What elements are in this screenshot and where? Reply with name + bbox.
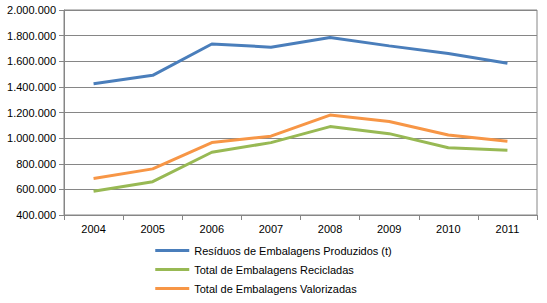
svg-text:400.000: 400.000 [16, 209, 56, 221]
svg-text:2006: 2006 [200, 223, 224, 235]
svg-text:2011: 2011 [496, 223, 520, 235]
svg-text:2005: 2005 [140, 223, 164, 235]
svg-text:800.000: 800.000 [16, 158, 56, 170]
svg-text:2008: 2008 [318, 223, 342, 235]
svg-text:1.800.000: 1.800.000 [7, 30, 56, 42]
svg-text:2010: 2010 [436, 223, 460, 235]
svg-text:1.000.000: 1.000.000 [7, 132, 56, 144]
svg-text:2004: 2004 [81, 223, 105, 235]
svg-text:1.200.000: 1.200.000 [7, 107, 56, 119]
svg-text:Total de Embalagens Valorizada: Total de Embalagens Valorizadas [194, 283, 357, 295]
svg-text:Total de Embalagens Recicladas: Total de Embalagens Recicladas [194, 264, 354, 276]
svg-text:2009: 2009 [377, 223, 401, 235]
svg-text:Resíduos de Embalagens Produzi: Resíduos de Embalagens Produzidos (t) [194, 245, 391, 257]
svg-text:2007: 2007 [259, 223, 283, 235]
svg-text:1.600.000: 1.600.000 [7, 55, 56, 67]
svg-text:2.000.000: 2.000.000 [7, 4, 56, 16]
svg-text:600.000: 600.000 [16, 183, 56, 195]
svg-text:1.400.000: 1.400.000 [7, 81, 56, 93]
